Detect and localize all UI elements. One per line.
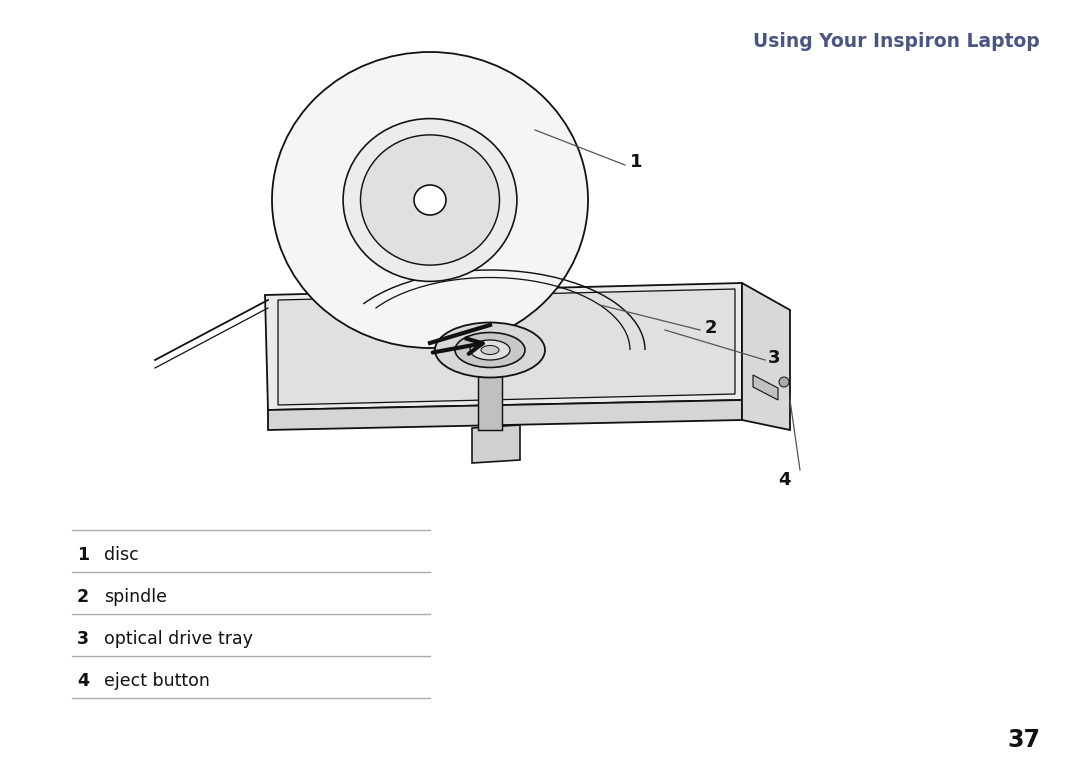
Polygon shape (278, 289, 735, 405)
Ellipse shape (435, 322, 545, 378)
Text: spindle: spindle (104, 588, 167, 606)
Polygon shape (472, 425, 519, 463)
Text: 4: 4 (77, 672, 89, 690)
Text: 4: 4 (778, 471, 791, 489)
Polygon shape (478, 350, 502, 430)
Ellipse shape (414, 185, 446, 215)
Ellipse shape (361, 135, 500, 265)
Text: optical drive tray: optical drive tray (104, 630, 253, 648)
Text: 3: 3 (768, 349, 781, 367)
Ellipse shape (343, 119, 517, 281)
Text: 1: 1 (630, 153, 643, 171)
Text: 2: 2 (77, 588, 90, 606)
Polygon shape (742, 283, 789, 430)
Polygon shape (753, 375, 778, 400)
Polygon shape (268, 400, 742, 430)
Text: disc: disc (104, 546, 138, 564)
Ellipse shape (272, 52, 588, 348)
Text: 3: 3 (77, 630, 89, 648)
Text: Using Your Inspiron Laptop: Using Your Inspiron Laptop (753, 32, 1040, 51)
Text: 37: 37 (1007, 728, 1040, 752)
Polygon shape (265, 283, 742, 410)
Ellipse shape (470, 340, 510, 360)
Ellipse shape (481, 345, 499, 355)
Text: eject button: eject button (104, 672, 210, 690)
Ellipse shape (455, 332, 525, 368)
Text: 1: 1 (77, 546, 90, 564)
Circle shape (779, 377, 789, 387)
Text: 2: 2 (705, 319, 717, 337)
